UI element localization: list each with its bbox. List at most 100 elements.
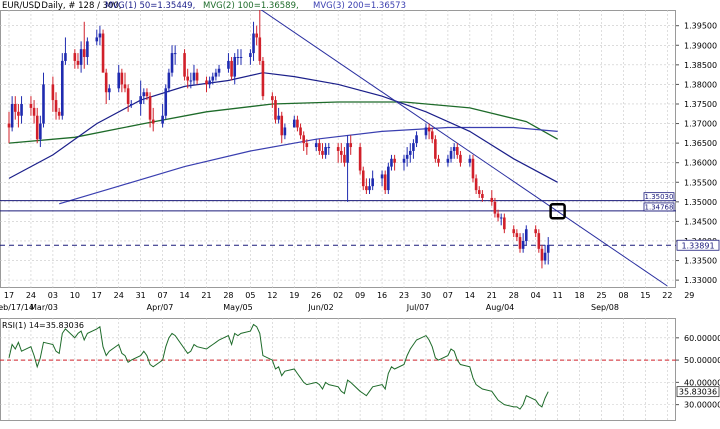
candle-body [32,107,36,116]
candle-body [437,158,440,163]
rsi-tick-label: 40.00000 [684,378,720,387]
candle-body [208,80,211,85]
price-tick-label: 1.37500 [684,100,717,109]
candle-body [123,84,127,89]
candle-body [129,103,133,105]
month-tick-label: Sep/08 [591,303,619,312]
candle-body [459,154,462,163]
candle-body [214,72,218,77]
month-tick-label: May/05 [223,303,252,312]
price-tick-label: 1.39000 [684,41,717,50]
candle-body [477,190,481,195]
price-tick-label: 1.39500 [684,22,717,31]
candle-body [280,115,284,136]
rsi-annotations: 35.83036 [676,386,720,398]
day-tick-label: 16 [377,291,387,300]
day-tick-label: 18 [574,291,584,300]
price-tick-label: 1.33500 [684,257,717,266]
candle-body [427,127,431,132]
price-tick-label: 1.36000 [684,159,717,168]
day-tick-label: 10 [70,291,80,300]
candle-body [314,143,318,148]
level-price-box [643,202,675,212]
candle-body [434,139,437,159]
month-tick-label: Aug/04 [486,303,515,312]
candle-body [390,158,393,167]
candle-body [173,53,177,55]
candle-body [336,147,340,151]
rsi-line [8,323,549,410]
date-axis: 17 24 03 10 17 24 31 07 14 21 28 05 12 19 26 02 09 16 23 30… [0,291,694,312]
day-tick-label: 05 [245,291,255,300]
level-price-box [643,192,675,202]
candle-body [452,147,456,151]
annotations: 1.35030 1.34768 1.33891 [549,192,720,251]
day-tick-label: 19 [289,291,299,300]
month-tick-label: Feb/17/14 [0,303,34,312]
candle-body [64,53,67,61]
ma50-line [8,72,558,183]
day-tick-label: 14 [465,291,475,300]
candle-body [186,76,189,81]
day-tick-label: 31 [136,291,146,300]
ma200-label: MVG(3) 200=1.36573 [313,1,406,11]
candle-body [126,88,130,104]
candle-body [261,60,265,97]
candle-body [371,178,374,187]
candle-body [161,115,164,124]
candle-body [205,80,208,85]
candle-body [387,166,390,191]
rsi-tick-label: 30.00000 [684,401,720,410]
ma100-label: MVG(2) 100=1.36589, [203,1,299,11]
candle-body [51,84,55,101]
day-tick-label: 21 [201,291,211,300]
day-tick-label: 07 [443,291,453,300]
month-tick-label: Jul/07 [406,303,430,312]
day-tick-label: 17 [92,291,102,300]
day-tick-label: 24 [114,291,124,300]
price-tick-label: 1.35500 [684,178,717,187]
price-tick-label: 1.35000 [684,198,717,207]
rsi-axis: 60.00000 50.00000 40.00000 30.00000 [676,334,720,410]
candle-body [327,147,331,149]
candle-body [305,143,309,148]
candle-body [189,80,193,82]
candle-body [73,53,77,61]
candle-body [496,213,500,218]
candle-body [468,158,472,163]
price-tick-label: 1.38000 [684,80,717,89]
candle-body [524,229,528,241]
candle-body [274,100,277,120]
candle-body [543,252,547,261]
candle-body [183,53,186,77]
candle-body [405,154,409,159]
candle-body [10,103,14,128]
month-tick-label: Jun/02 [307,303,333,312]
day-tick-label: 02 [333,291,343,300]
candle-body [318,143,321,151]
candle-body [449,150,453,159]
day-tick-label: 29 [684,291,694,300]
candle-body [349,143,353,148]
day-tick-label: 28 [509,291,519,300]
candle-body [446,158,450,163]
candle-body [54,100,58,112]
candle-body [365,186,368,191]
candle-body [42,84,45,124]
price-overlays [0,10,676,287]
price-tick-label: 1.34500 [684,217,717,226]
candle-body [86,41,89,58]
candle-body [7,123,11,128]
candle-body [139,96,142,104]
candle-body [430,131,434,140]
candle-body [361,170,365,187]
candle-body [534,229,537,234]
day-tick-label: 03 [48,291,58,300]
candle-body [98,33,102,38]
level-price-label: 1.35030 [645,193,674,201]
candle-body [79,49,83,65]
day-tick-label: 09 [355,291,365,300]
day-tick-label: 22 [662,291,672,300]
candle-body [233,57,237,77]
